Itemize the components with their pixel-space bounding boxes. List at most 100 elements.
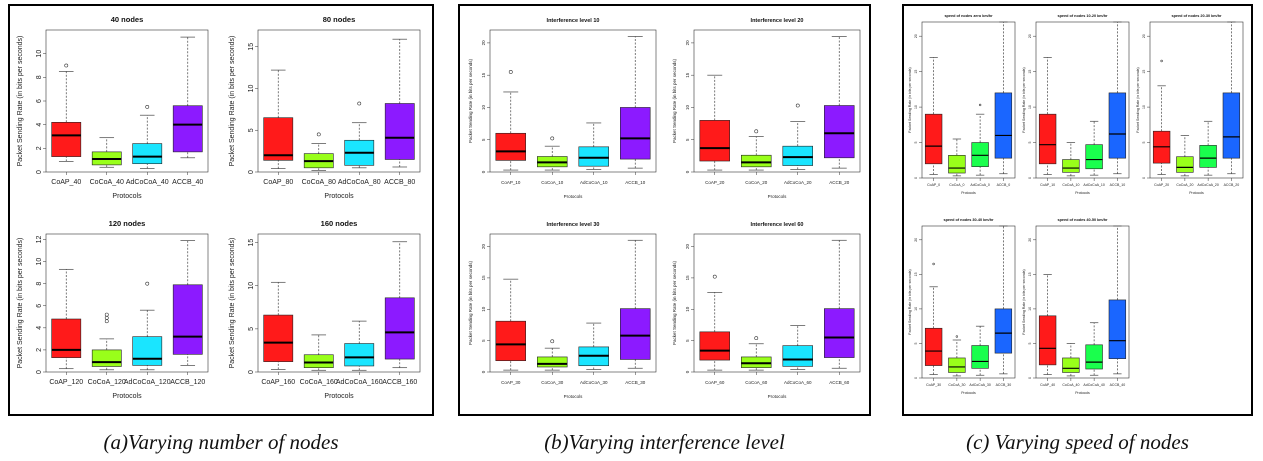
y-tick-label: 10 (1142, 105, 1146, 109)
x-tick-label: CoCoA_80 (302, 179, 336, 186)
y-tick-label: 8 (36, 282, 43, 286)
box (971, 345, 989, 369)
y-axis-label: Packet Sending Rate (in bits per seconds… (672, 58, 677, 143)
y-tick-label: 10 (685, 306, 690, 312)
chart-speed-0: speed of nodes zero km/hr 0 5 10 15 20 Packet … (908, 14, 1016, 195)
panel-c-frame: speed of nodes zero km/hr 0 5 10 15 20 Packet … (902, 4, 1253, 416)
x-tick-label: CoCoA_20 (1176, 183, 1193, 187)
y-axis-label: Packet Sending Rate (in bits per seconds… (468, 58, 473, 143)
x-tick-label: CoAP_30 (926, 383, 941, 387)
x-tick-label: CoAP_20 (1154, 183, 1169, 187)
box (924, 327, 943, 366)
y-axis-label: Packet Sending Rate (in bits per seconds… (229, 36, 236, 167)
x-tick-label: AdCoCoA_0 (970, 183, 990, 187)
y-tick-label: 15 (914, 70, 918, 74)
y-tick-label: 15 (248, 239, 255, 247)
box (51, 122, 82, 157)
x-tick-label: AdCoCoA_20 (784, 180, 812, 185)
y-tick-label: 0 (685, 170, 690, 173)
x-tick-label: ACCB_120 (170, 379, 205, 386)
x-tick-label: AdCoCoA_30 (580, 380, 608, 385)
y-tick-label: 5 (1028, 142, 1032, 144)
box (1038, 315, 1057, 366)
chart-title: Interference level 20 (751, 18, 804, 24)
x-tick-label: CoCoA_40 (1062, 383, 1079, 387)
plot-frame (921, 225, 1016, 379)
x-tick-label: AdCoCoA_40 (1083, 383, 1104, 387)
panel-a-svg: 40 nodes 0 2 4 6 8 10 Packet Sending Rate (in b… (17, 15, 421, 400)
plot-frame (693, 29, 861, 173)
caption-b: (b)Varying interference level (544, 430, 785, 454)
x-tick-label: AdCoCoA_20 (1197, 183, 1218, 187)
x-tick-label: ACCB_40 (1110, 383, 1126, 387)
y-tick-label: 10 (248, 282, 255, 290)
chart-interference-20: Interference level 20 0 5 10 15 20 Packet Send… (672, 18, 861, 199)
plot-frame (489, 29, 657, 173)
x-tick-label: ACCB_10 (625, 180, 646, 185)
chart-speed-30-40: speed of nodes 30-40 km/hr 0 5 10 15 20 Packet… (908, 218, 1016, 395)
y-tick-label: 10 (481, 306, 486, 312)
y-tick-label: 0 (36, 170, 43, 174)
x-tick-label: CoAP_120 (49, 379, 83, 386)
y-tick-label: 2 (36, 348, 43, 352)
y-tick-label: 6 (36, 304, 43, 308)
y-tick-label: 10 (481, 104, 486, 110)
box (824, 308, 855, 358)
box (824, 105, 855, 159)
x-axis-label: Protocols (961, 191, 976, 195)
chart-title: speed of nodes 20-30 km/hr (1171, 14, 1222, 18)
y-tick-label: 5 (685, 138, 690, 141)
plot-frame (257, 29, 421, 173)
y-tick-label: 5 (481, 138, 486, 141)
box (51, 318, 82, 358)
x-tick-label: ACCB_40 (172, 179, 203, 186)
chart-40-nodes: 40 nodes 0 2 4 6 8 10 Packet Sending Rate (in b… (17, 15, 209, 200)
box (699, 120, 730, 162)
box (948, 357, 966, 373)
x-tick-label: AdCoCoA_30 (969, 383, 990, 387)
box (495, 132, 526, 161)
x-tick-label: CoCoA_30 (948, 383, 965, 387)
y-tick-label: 0 (481, 170, 486, 173)
box (344, 343, 375, 367)
x-tick-label: ACCB_60 (829, 380, 850, 385)
outlier-point (932, 262, 935, 266)
x-axis-label: Protocols (112, 393, 142, 400)
x-tick-label: CoAP_10 (1040, 183, 1055, 187)
x-axis-label: Protocols (564, 394, 584, 399)
chart-interference-10: Interference level 10 0 5 10 15 20 Packet Send… (468, 18, 657, 199)
x-tick-label: CoAP_160 (261, 379, 295, 386)
chart-speed-20-30: speed of nodes 20-30 km/hr 0 5 10 15 20 Packet… (1136, 14, 1244, 195)
x-tick-label: CoAP_40 (51, 179, 81, 186)
outlier-point (145, 281, 150, 286)
box (1199, 145, 1217, 168)
chart-title: speed of nodes 10-20 km/hr (1057, 14, 1108, 18)
y-tick-label: 20 (685, 40, 690, 46)
x-tick-label: ACCB_160 (382, 379, 417, 386)
outlier-point (104, 319, 109, 324)
box (971, 142, 989, 167)
x-tick-label: CoCoA_10 (1062, 183, 1079, 187)
x-axis-label: Protocols (564, 194, 584, 199)
y-tick-label: 8 (36, 75, 43, 79)
outlier-point (795, 103, 800, 108)
y-tick-label: 5 (481, 339, 486, 342)
y-tick-label: 15 (248, 43, 255, 51)
x-tick-label: CoCoA_40 (90, 179, 124, 186)
box (699, 331, 730, 361)
chart-title: speed of nodes 40-50 km/hr (1057, 218, 1108, 222)
x-tick-label: ACCB_30 (625, 380, 646, 385)
chart-title: Interference level 60 (751, 222, 804, 228)
y-axis-label: Packet Sending Rate (in bits per seconds… (229, 238, 236, 369)
y-tick-label: 0 (36, 370, 43, 374)
chart-title: 160 nodes (321, 219, 358, 228)
outlier-point (145, 105, 150, 109)
chart-title: Interference level 10 (547, 18, 600, 24)
y-tick-label: 10 (1028, 307, 1032, 311)
x-tick-label: AdCoCoA_80 (338, 179, 381, 186)
x-axis-label: Protocols (768, 194, 788, 199)
x-tick-label: ACCB_10 (1110, 183, 1126, 187)
y-axis-label: Packet Sending Rate (in bits per seconds… (672, 260, 677, 345)
panel-c-svg: speed of nodes zero km/hr 0 5 10 15 20 Packet … (908, 14, 1244, 395)
box (994, 92, 1013, 159)
